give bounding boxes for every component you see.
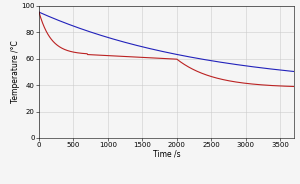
Water <box>236 64 240 66</box>
Stearic Acid <box>63 49 67 51</box>
Stearic Acid <box>292 85 296 88</box>
Stearic Acid <box>212 76 216 78</box>
Water <box>37 11 41 13</box>
Water <box>140 46 144 48</box>
Line: Stearic Acid: Stearic Acid <box>39 12 294 86</box>
Y-axis label: Temperature /°C: Temperature /°C <box>11 40 20 103</box>
Water <box>292 70 296 73</box>
Stearic Acid <box>241 82 244 84</box>
Line: Water: Water <box>39 12 294 72</box>
Water <box>149 48 153 50</box>
Water <box>63 22 67 24</box>
Water <box>241 64 244 66</box>
Stearic Acid <box>140 56 144 59</box>
Water <box>212 60 216 62</box>
Stearic Acid <box>236 81 240 83</box>
Stearic Acid <box>149 57 153 59</box>
Stearic Acid <box>37 11 41 13</box>
X-axis label: Time /s: Time /s <box>153 150 180 159</box>
